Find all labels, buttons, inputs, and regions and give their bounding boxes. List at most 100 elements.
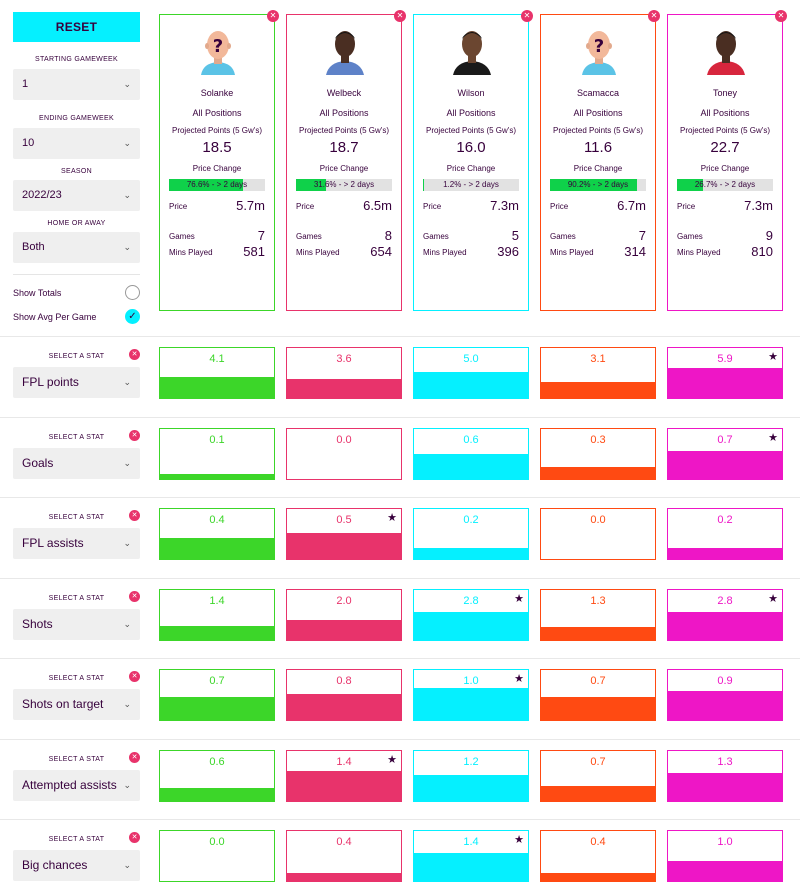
- stat-value: 0.4: [336, 836, 352, 848]
- stat-fill-bar: [668, 691, 782, 720]
- player-position: All Positions: [319, 108, 369, 118]
- home-away-select[interactable]: Both ⌄: [13, 232, 140, 263]
- stat-cell: 1.4 ★: [413, 830, 529, 882]
- check-icon: ✓: [128, 311, 137, 322]
- projected-points-label: Projected Points (5 Gw's): [425, 126, 516, 135]
- remove-player-icon[interactable]: ✕: [648, 10, 660, 22]
- stat-select-value: Goals: [22, 456, 54, 470]
- star-icon: ★: [387, 754, 397, 766]
- price-value: 6.7m: [617, 198, 646, 213]
- remove-stat-icon[interactable]: ✕: [129, 752, 140, 763]
- svg-text:?: ?: [213, 36, 223, 57]
- stat-select[interactable]: Shots ⌄: [13, 609, 140, 640]
- stat-value: 3.6: [336, 353, 352, 365]
- stat-cell: 1.0 ★: [413, 669, 529, 721]
- price-change-label: Price Change: [319, 164, 369, 173]
- price-change-bar: 76.6% - > 2 days: [169, 179, 265, 191]
- chevron-down-icon: ⌄: [123, 538, 131, 548]
- remove-player-icon[interactable]: ✕: [267, 10, 279, 22]
- player-photo-welbeck: [320, 25, 370, 75]
- stat-value: 0.2: [717, 514, 733, 526]
- stat-value: 0.8: [336, 675, 352, 687]
- stat-cell: 0.7: [540, 669, 656, 721]
- remove-stat-icon[interactable]: ✕: [129, 671, 140, 682]
- stat-cell: 1.3: [540, 589, 656, 641]
- stat-select[interactable]: Shots on target ⌄: [13, 689, 140, 720]
- player-position: All Positions: [446, 108, 496, 118]
- stat-cell: 2.8 ★: [413, 589, 529, 641]
- remove-stat-icon[interactable]: ✕: [129, 430, 140, 441]
- stat-cell: 0.4: [540, 830, 656, 882]
- stat-select[interactable]: Big chances ⌄: [13, 850, 140, 881]
- show-totals-radio[interactable]: [125, 285, 140, 300]
- projected-points-value: 11.6: [583, 139, 613, 156]
- price-label: Price: [296, 202, 315, 211]
- select-stat-label: SELECT A STAT: [48, 756, 105, 763]
- reset-button[interactable]: RESET: [13, 12, 140, 42]
- stat-select-value: Shots: [22, 617, 53, 631]
- stat-select[interactable]: FPL assists ⌄: [13, 528, 140, 559]
- price-change-label: Price Change: [446, 164, 496, 173]
- stat-value: 0.7: [590, 675, 606, 687]
- stat-value: 1.3: [590, 595, 606, 607]
- row-divider: [0, 336, 800, 337]
- price-change-label: Price Change: [192, 164, 242, 173]
- stat-fill-bar: [668, 612, 782, 640]
- price-change-label: Price Change: [700, 164, 750, 173]
- remove-stat-icon[interactable]: ✕: [129, 591, 140, 602]
- stat-fill-bar: [541, 467, 655, 479]
- starting-gameweek-select[interactable]: 1 ⌄: [13, 69, 140, 100]
- row-divider: [0, 819, 800, 820]
- remove-player-icon[interactable]: ✕: [394, 10, 406, 22]
- player-position: All Positions: [192, 108, 242, 118]
- star-icon: ★: [387, 512, 397, 524]
- stat-cell: 0.5 ★: [286, 508, 402, 560]
- stat-fill-bar: [414, 612, 528, 640]
- svg-text:?: ?: [594, 36, 604, 57]
- remove-stat-icon[interactable]: ✕: [129, 832, 140, 843]
- stat-fill-bar: [668, 368, 782, 398]
- unknown-player-icon: ?: [574, 25, 624, 75]
- price-value: 7.3m: [490, 198, 519, 213]
- stat-value: 0.7: [717, 434, 733, 446]
- remove-stat-icon[interactable]: ✕: [129, 510, 140, 521]
- show-avg-toggle[interactable]: Show Avg Per Game ✓: [13, 309, 140, 325]
- remove-player-icon[interactable]: ✕: [521, 10, 533, 22]
- stat-value: 1.0: [463, 675, 479, 687]
- stat-select[interactable]: Goals ⌄: [13, 448, 140, 479]
- stat-select-value: Shots on target: [22, 697, 104, 711]
- stat-cell: 1.3: [667, 750, 783, 802]
- stat-value: 0.0: [336, 434, 352, 446]
- stat-value: 0.7: [209, 675, 225, 687]
- remove-player-icon[interactable]: ✕: [775, 10, 787, 22]
- player-position: All Positions: [573, 108, 623, 118]
- show-totals-toggle[interactable]: Show Totals: [13, 285, 140, 301]
- select-stat-label: SELECT A STAT: [48, 434, 105, 441]
- mins-played-label: Mins Played: [169, 248, 213, 257]
- stat-select[interactable]: Attempted assists ⌄: [13, 770, 140, 801]
- games-label: Games: [169, 232, 195, 241]
- stat-select[interactable]: FPL points ⌄: [13, 367, 140, 398]
- starting-gameweek-label: STARTING GAMEWEEK: [34, 56, 119, 63]
- season-select[interactable]: 2022/23 ⌄: [13, 180, 140, 211]
- stat-fill-bar: [414, 775, 528, 801]
- price-change-text: 76.6% - > 2 days: [186, 180, 248, 189]
- price-value: 5.7m: [236, 198, 265, 213]
- stat-cell: 1.0: [667, 830, 783, 882]
- stat-select-value: Big chances: [22, 858, 88, 872]
- show-avg-radio[interactable]: ✓: [125, 309, 140, 324]
- stat-select-value: FPL points: [22, 375, 79, 389]
- ending-gameweek-select[interactable]: 10 ⌄: [13, 128, 140, 159]
- stat-cell: 0.0: [286, 428, 402, 480]
- stat-fill-bar: [287, 379, 401, 398]
- mins-played-label: Mins Played: [296, 248, 340, 257]
- remove-stat-icon[interactable]: ✕: [129, 349, 140, 360]
- player-card: ✕? Solanke All Positions Projected Points (…: [159, 10, 279, 311]
- price-change-bar: 90.2% - > 2 days: [550, 179, 646, 191]
- stat-value: 0.6: [209, 756, 225, 768]
- stat-cell: 0.2: [413, 508, 529, 560]
- player-name: Wilson: [457, 88, 485, 98]
- stat-value: 0.4: [209, 514, 225, 526]
- stat-cell: 0.2: [667, 508, 783, 560]
- select-stat-label: SELECT A STAT: [48, 675, 105, 682]
